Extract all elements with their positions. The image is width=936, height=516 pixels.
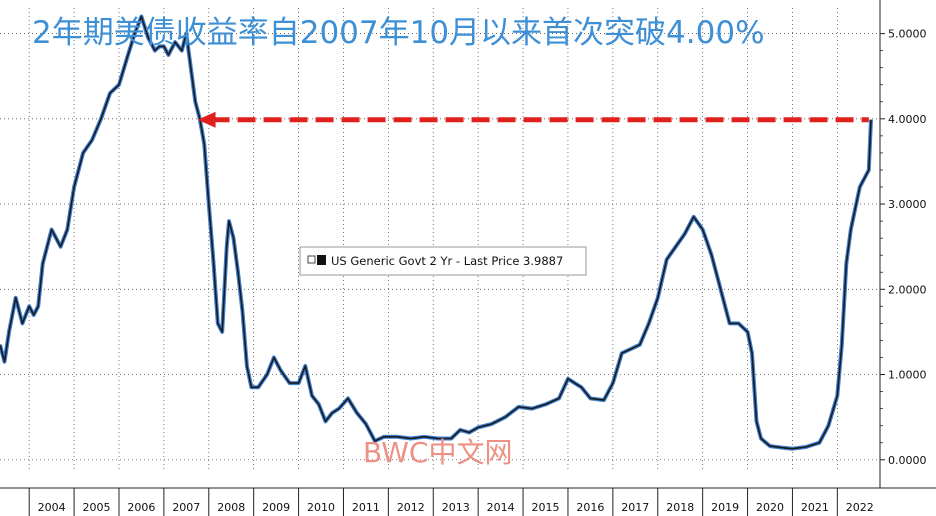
x-tick-label: 2006 [127, 501, 155, 514]
chart-title: 2年期美债收益率自2007年10月以来首次突破4.00% [32, 15, 765, 51]
arrow-head [197, 111, 216, 128]
legend-toggle-icon [307, 255, 316, 264]
red-dashed-arrow [197, 111, 869, 128]
x-tick-label: 2020 [756, 501, 784, 514]
y-tick-label: 1.0000 [888, 369, 927, 382]
x-tick-label: 2018 [666, 501, 694, 514]
x-tick-label: 2007 [172, 501, 200, 514]
legend-box [299, 246, 587, 276]
x-tick-label: 2005 [83, 501, 111, 514]
x-tick-label: 2004 [38, 501, 66, 514]
x-tick-label: 2017 [621, 501, 649, 514]
x-tick-label: 2008 [217, 501, 245, 514]
x-tick-label: 2012 [397, 501, 425, 514]
y-tick-label: 3.0000 [888, 198, 927, 211]
y-tick-label: 0.0000 [888, 454, 927, 467]
x-tick-label: 2014 [487, 501, 515, 514]
x-axis: 2004 2005 2006 2007 2008 2009 2010 2011 2012 2013… [0, 487, 936, 516]
y-tick-label: 2.0000 [888, 283, 927, 296]
x-tick-label: 2021 [801, 501, 829, 514]
x-tick-label: 2009 [262, 501, 290, 514]
y-tick-label: 4.0000 [888, 113, 927, 126]
y-tick-label: 5.0000 [888, 28, 927, 41]
legend: US Generic Govt 2 Yr - Last Price 3.9887 [299, 246, 587, 276]
series-line [0, 15, 872, 450]
plot-area [0, 14, 873, 451]
watermark: BWC中文网 [363, 436, 512, 469]
legend-swatch [317, 255, 326, 265]
x-tick-label: 2019 [711, 501, 739, 514]
x-tick-label: 2022 [846, 501, 874, 514]
legend-label: US Generic Govt 2 Yr - Last Price 3.9887 [331, 254, 563, 268]
x-tick-label: 2016 [576, 501, 604, 514]
x-tick-label: 2013 [442, 501, 470, 514]
x-tick-label: 2011 [352, 501, 380, 514]
x-tick-label: 2010 [307, 501, 335, 514]
x-tick-label: 2015 [532, 501, 560, 514]
y-axis: 0.0000 1.0000 2.0000 3.0000 4.0000 5.0000 [879, 0, 927, 488]
